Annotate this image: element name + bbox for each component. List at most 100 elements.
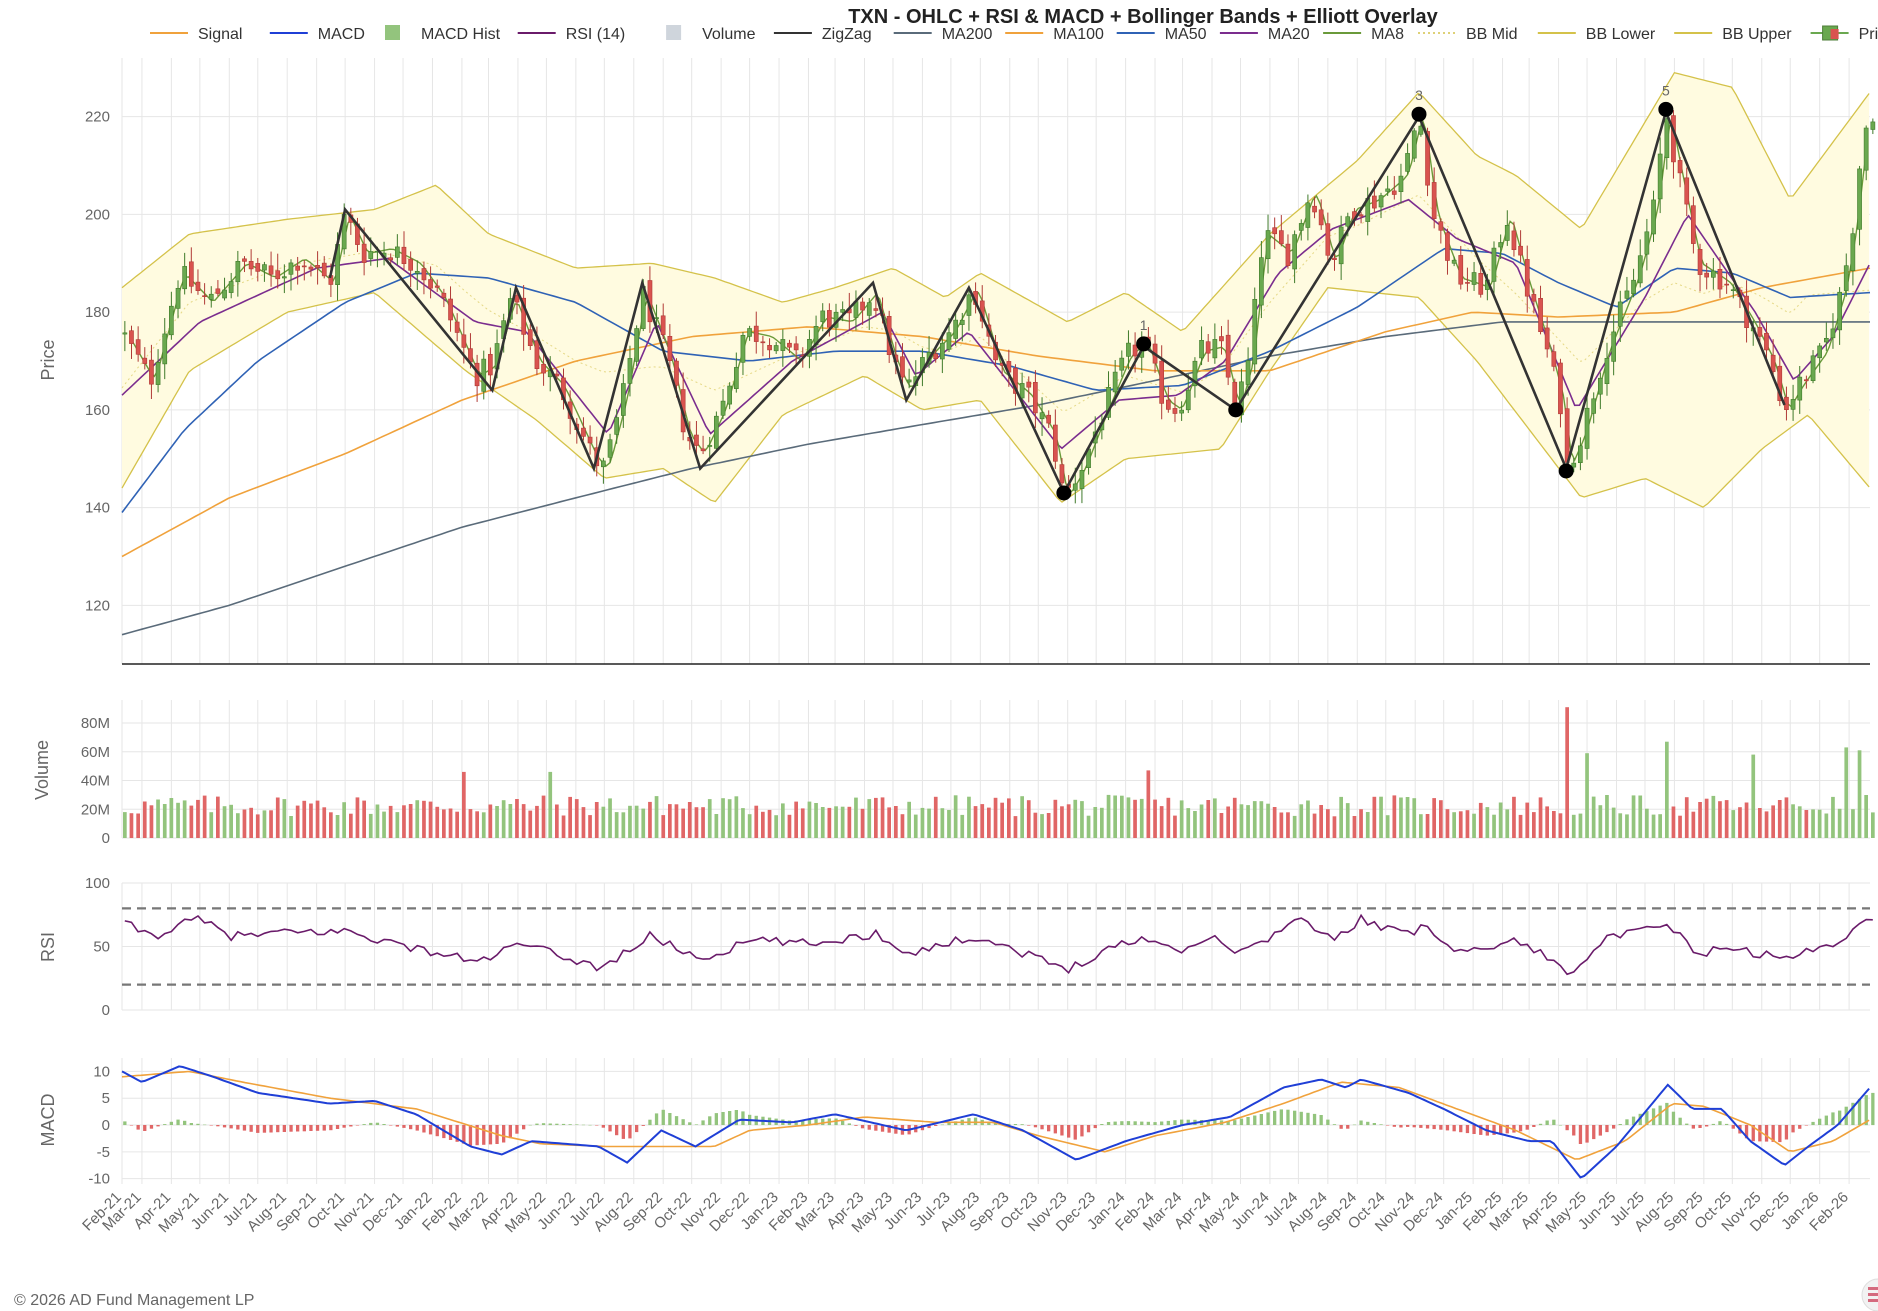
price-candle [301, 260, 307, 281]
macd-hist-bar [728, 1111, 732, 1125]
volume-bar [1206, 800, 1211, 838]
candle-body [315, 264, 320, 268]
macd-hist-bar [880, 1125, 885, 1132]
macd-hist-bar [927, 1125, 931, 1129]
volume-bar [1405, 797, 1410, 838]
candle-body [1544, 327, 1550, 350]
price-candle [1804, 375, 1809, 389]
price-candle [1724, 272, 1729, 294]
candle-body [1265, 230, 1271, 260]
candle-body [1824, 337, 1829, 343]
price-candle [1445, 228, 1450, 275]
volume-bar [960, 814, 965, 838]
volume-bar [787, 814, 792, 838]
candle-body [1664, 118, 1670, 159]
volume-bar [541, 795, 546, 838]
volume-bar [1618, 813, 1623, 838]
volume-bar [1651, 814, 1656, 838]
macd-hist-bar [163, 1124, 167, 1125]
volume-bar [1166, 797, 1171, 838]
zigzag-line [328, 107, 1786, 496]
volume-bar [368, 813, 373, 838]
volume-bar [701, 807, 705, 838]
volume-bar [1326, 809, 1330, 838]
volume-bar [488, 804, 493, 838]
price-axis-title: Price [38, 339, 58, 380]
volume-grid: 0 20M 40M 60M 80M [81, 700, 1870, 847]
volume-bar [913, 814, 918, 838]
macd-hist-bar [575, 1124, 579, 1125]
price-candle [1431, 167, 1437, 229]
price-candle [215, 280, 221, 297]
elliott-point [1558, 463, 1574, 479]
candle-body [235, 260, 241, 283]
macd-hist-bar [1764, 1125, 1769, 1142]
volume-bar [1611, 807, 1616, 838]
macd-hist-bar [1512, 1125, 1516, 1133]
volume-bar [1598, 805, 1603, 838]
candle-body [1192, 360, 1198, 387]
price-candle [1704, 262, 1709, 290]
candle-body [1717, 268, 1723, 290]
macd-hist-bar [349, 1125, 353, 1127]
candle-body [1126, 342, 1131, 357]
candle-body [939, 342, 945, 360]
macd-hist-bar [156, 1125, 160, 1127]
volume-bar [1106, 794, 1111, 838]
volume-bar [940, 808, 945, 838]
volume-bar [302, 800, 307, 838]
price-candle [1119, 350, 1125, 377]
price-candle [388, 253, 394, 265]
macd-hist-bar [1286, 1109, 1290, 1125]
candle-body [780, 339, 786, 351]
price-candle [295, 256, 301, 285]
legend-item-1: MACD [269, 26, 365, 43]
price-candle [840, 301, 845, 322]
price-candle [1797, 365, 1803, 414]
volume-bar [1625, 814, 1629, 838]
macd-hist-bar [196, 1123, 200, 1126]
candle-body [720, 400, 726, 416]
price-candle [1491, 241, 1497, 295]
macd-hist-bar [1425, 1125, 1430, 1129]
legend-label: MACD Hist [421, 26, 501, 43]
volume-bar [1518, 814, 1523, 838]
price-candle [767, 338, 772, 359]
macd-hist-bar [136, 1125, 140, 1130]
volume-bar [402, 805, 406, 838]
macd-hist-bar [1578, 1125, 1583, 1144]
volume-bar [1811, 809, 1815, 838]
volume-bar [1259, 801, 1264, 838]
price-candle [727, 382, 732, 410]
volume-bar [435, 806, 440, 838]
legend-item-4: Volume [666, 25, 756, 43]
macd-hist-bar [1067, 1125, 1071, 1138]
candle-body [1531, 294, 1537, 302]
volume-bar [1585, 753, 1589, 838]
macd-hist-bar [1213, 1120, 1217, 1125]
candle-body [122, 332, 128, 335]
macd-hist-bar [1053, 1125, 1057, 1134]
macd-hist-bar [216, 1125, 220, 1127]
volume-bar [947, 810, 951, 838]
price-candle [1598, 372, 1603, 410]
volume-bar [1093, 807, 1098, 838]
candle-body [1691, 205, 1696, 244]
macd-hist-bar [1093, 1125, 1097, 1129]
macd-hist-bar [1406, 1125, 1410, 1127]
macd-hist-bar [315, 1125, 320, 1131]
volume-bar [1399, 797, 1403, 838]
macd-hist-bar [1671, 1111, 1676, 1125]
price-candle [1172, 397, 1178, 423]
macd-hist-bar [369, 1122, 373, 1126]
legend-item-13: BB Upper [1674, 26, 1792, 43]
volume-bar [1100, 807, 1104, 838]
volume-bar [375, 804, 380, 838]
bb-upper-line [121, 71, 1870, 332]
volume-bar [349, 813, 353, 838]
volume-bar [840, 806, 845, 838]
candle-body [1631, 279, 1636, 295]
price-candle [275, 253, 281, 289]
y-tick-label: 60M [81, 744, 110, 761]
macd-hist-bar [1419, 1125, 1423, 1128]
